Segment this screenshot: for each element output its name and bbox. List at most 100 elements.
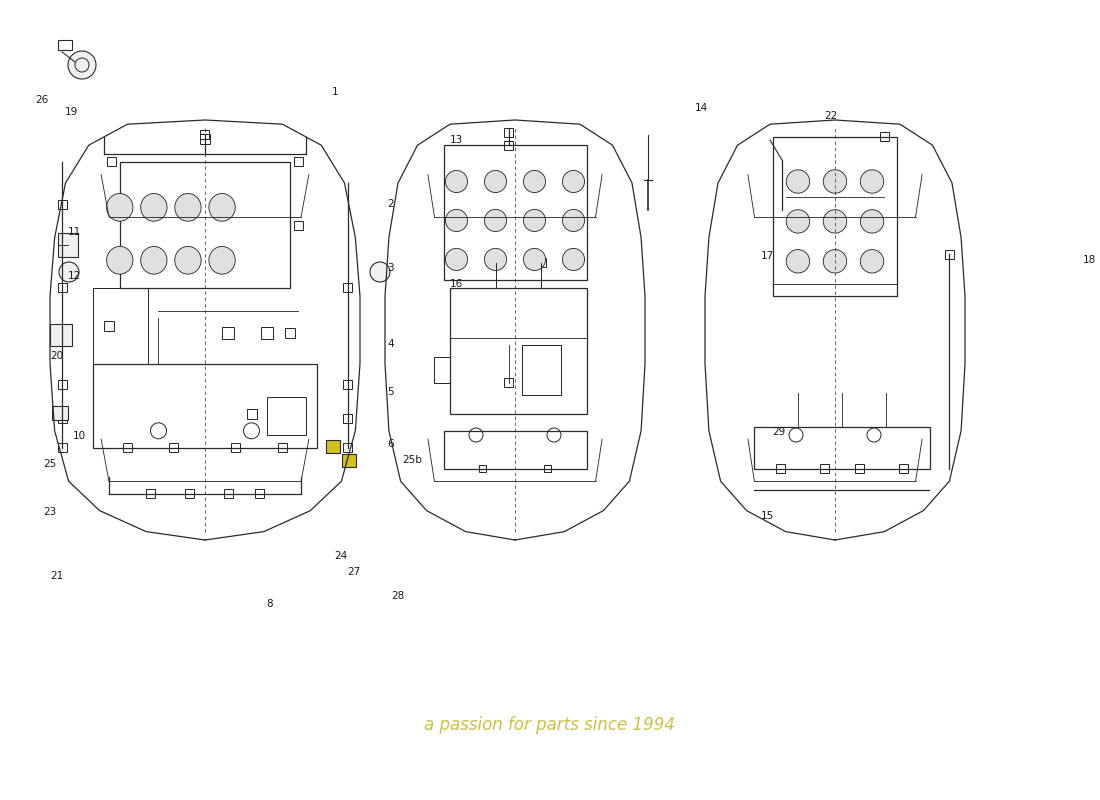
Bar — [504, 128, 513, 137]
Bar — [544, 465, 551, 472]
Text: 25b: 25b — [403, 455, 422, 465]
Bar — [755, 426, 930, 469]
Bar — [899, 464, 909, 473]
Text: 28: 28 — [392, 591, 405, 601]
Bar — [478, 465, 486, 472]
Text: 12: 12 — [68, 271, 81, 281]
Text: 3: 3 — [387, 263, 394, 273]
Ellipse shape — [141, 246, 167, 274]
Bar — [261, 327, 273, 339]
Text: 14: 14 — [695, 103, 708, 113]
Bar — [94, 288, 147, 363]
Circle shape — [562, 210, 584, 231]
Text: 23: 23 — [43, 507, 56, 517]
Bar — [58, 233, 78, 257]
Bar — [491, 258, 501, 267]
Text: 21: 21 — [51, 571, 64, 581]
Ellipse shape — [209, 246, 235, 274]
Bar — [855, 464, 865, 473]
Circle shape — [484, 210, 506, 231]
Bar — [343, 380, 352, 389]
Text: 1: 1 — [332, 87, 339, 97]
Bar — [120, 162, 290, 288]
Circle shape — [860, 210, 883, 233]
Bar — [945, 250, 954, 259]
Circle shape — [59, 262, 79, 282]
Bar — [58, 199, 67, 209]
Text: 22: 22 — [824, 111, 837, 121]
Text: 11: 11 — [68, 227, 81, 237]
Bar — [222, 327, 234, 339]
Bar — [443, 430, 586, 469]
Bar — [278, 443, 287, 452]
Circle shape — [484, 248, 506, 270]
Text: 24: 24 — [334, 551, 348, 561]
Bar — [450, 288, 586, 414]
Bar — [343, 414, 352, 422]
Text: a passion for parts since 1994: a passion for parts since 1994 — [425, 716, 675, 734]
Ellipse shape — [107, 246, 133, 274]
Ellipse shape — [175, 194, 201, 222]
Bar — [504, 141, 513, 150]
Circle shape — [68, 51, 96, 79]
Text: 17: 17 — [761, 251, 774, 261]
Text: 5: 5 — [387, 387, 394, 397]
Text: 26: 26 — [35, 95, 48, 105]
Text: 16: 16 — [450, 279, 463, 289]
Bar — [537, 258, 546, 267]
Circle shape — [524, 170, 546, 193]
Circle shape — [524, 210, 546, 231]
Text: 25: 25 — [43, 459, 56, 469]
Text: 4: 4 — [387, 339, 394, 349]
Bar — [504, 378, 513, 387]
Circle shape — [446, 248, 468, 270]
Bar — [169, 443, 178, 452]
Circle shape — [860, 250, 883, 273]
Text: 18: 18 — [1082, 255, 1096, 265]
Bar — [434, 358, 450, 382]
Text: 6: 6 — [387, 439, 394, 449]
Circle shape — [446, 170, 468, 193]
Text: 15: 15 — [761, 511, 774, 521]
Bar — [294, 221, 302, 230]
Circle shape — [860, 170, 883, 193]
Bar — [246, 409, 256, 419]
Text: 29: 29 — [772, 427, 785, 437]
Ellipse shape — [141, 194, 167, 222]
Bar — [94, 364, 317, 448]
Bar — [294, 158, 302, 166]
Circle shape — [370, 262, 390, 282]
Circle shape — [786, 210, 810, 233]
Circle shape — [786, 170, 810, 193]
Bar — [821, 464, 829, 473]
Text: 20: 20 — [51, 351, 64, 361]
Circle shape — [823, 250, 847, 273]
Bar — [58, 380, 67, 389]
Bar — [326, 440, 340, 453]
Circle shape — [823, 210, 847, 233]
Ellipse shape — [107, 194, 133, 222]
Bar — [223, 490, 233, 498]
Bar — [231, 443, 241, 452]
Circle shape — [446, 210, 468, 231]
Bar — [52, 406, 68, 420]
Bar — [146, 490, 155, 498]
Circle shape — [562, 248, 584, 270]
Ellipse shape — [175, 246, 201, 274]
Bar — [58, 283, 67, 293]
Circle shape — [823, 170, 847, 193]
Bar — [267, 398, 306, 435]
Bar — [880, 132, 889, 142]
Text: 27: 27 — [348, 567, 361, 577]
Text: 19: 19 — [65, 107, 78, 117]
Bar — [50, 324, 72, 346]
Ellipse shape — [209, 194, 235, 222]
Bar — [58, 414, 67, 422]
Bar — [521, 345, 561, 395]
Circle shape — [562, 170, 584, 193]
Text: 8: 8 — [266, 599, 273, 609]
Text: 10: 10 — [73, 431, 86, 441]
Bar — [185, 490, 194, 498]
Bar — [108, 158, 117, 166]
Bar — [342, 454, 356, 467]
